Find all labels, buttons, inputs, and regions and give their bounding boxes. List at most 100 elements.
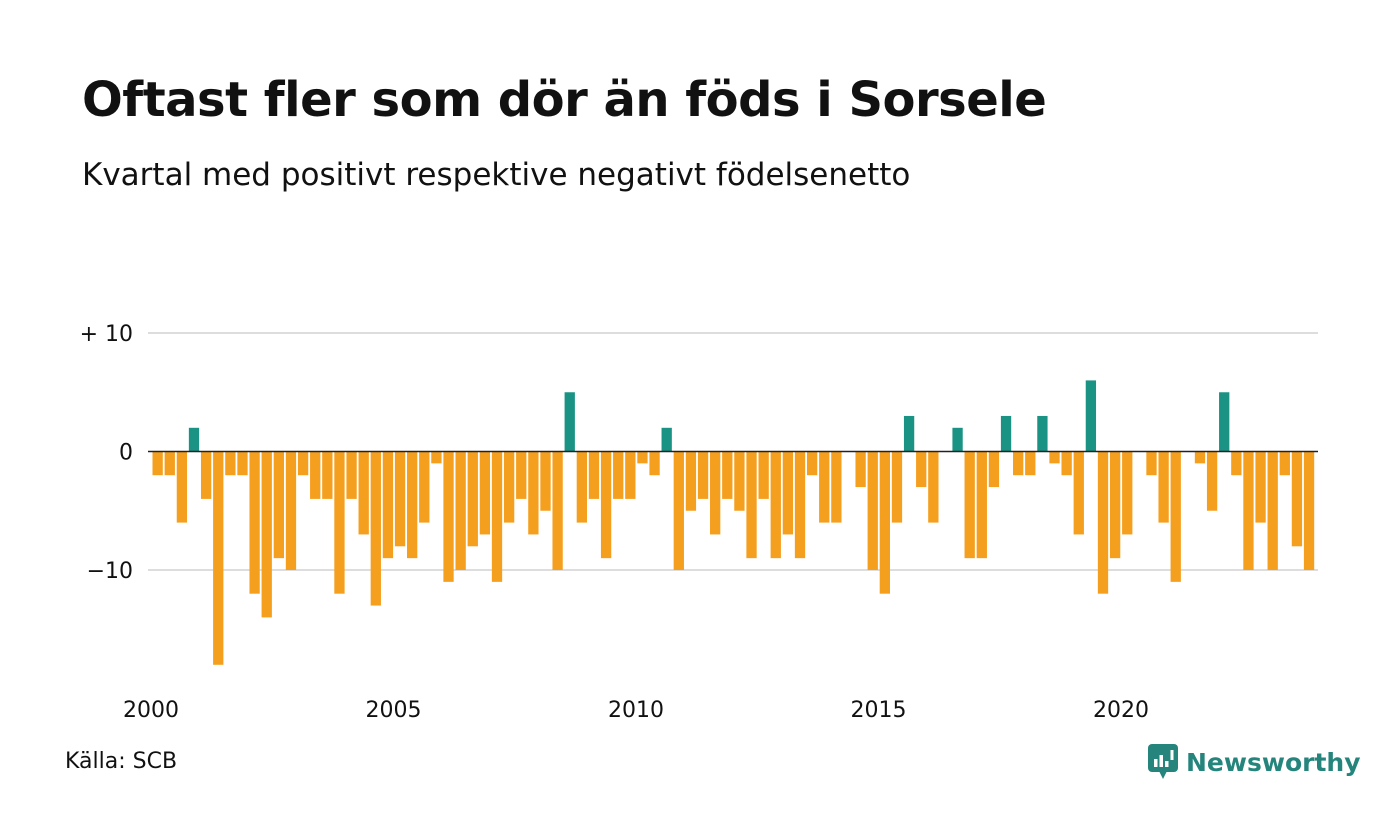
x-tick-label: 2015 [851, 698, 907, 723]
bar [431, 451, 442, 464]
bar [237, 451, 248, 476]
bar [394, 451, 406, 547]
bar [419, 451, 430, 523]
bar [152, 451, 163, 476]
bar [540, 451, 551, 511]
bar [213, 451, 224, 665]
bar [697, 451, 709, 499]
bar [503, 451, 515, 523]
bar [600, 451, 612, 559]
bar [1158, 451, 1169, 523]
bar [1303, 451, 1315, 570]
bar [1097, 451, 1109, 594]
chart-title: Oftast fler som dör än föds i Sorsele [82, 72, 1047, 128]
bar [746, 451, 757, 559]
bar [588, 451, 600, 499]
bar [516, 451, 527, 499]
bar [1243, 451, 1254, 570]
bar [613, 451, 624, 499]
bar [867, 451, 878, 570]
bar [225, 451, 236, 476]
bar [1109, 451, 1121, 559]
bar [176, 451, 188, 523]
bar [382, 451, 394, 559]
bar [806, 451, 818, 476]
bar [952, 427, 963, 452]
bar [758, 451, 769, 499]
bar [358, 451, 369, 535]
bar [1085, 380, 1097, 452]
bar [722, 451, 733, 499]
x-tick-label: 2000 [123, 698, 179, 723]
chart-subtitle: Kvartal med positivt respektive negativt… [82, 157, 911, 193]
bar [649, 451, 660, 476]
bar [285, 451, 297, 570]
bar [564, 392, 575, 452]
bar [928, 451, 939, 523]
brand-logo[interactable]: Newsworthy [1148, 744, 1361, 780]
bar [1061, 451, 1072, 476]
bar [1122, 451, 1133, 535]
bar [1049, 451, 1060, 464]
bar [1267, 451, 1278, 570]
bar [1170, 451, 1181, 582]
bar [1013, 451, 1024, 476]
bar [310, 451, 321, 499]
bar [710, 451, 721, 535]
bar [200, 451, 212, 499]
bar [188, 427, 200, 452]
y-tick-label: + 10 [80, 322, 133, 347]
bar [1146, 451, 1157, 476]
bar [685, 451, 697, 511]
y-tick-label: −10 [87, 559, 133, 584]
bar [552, 451, 563, 570]
bar [1037, 415, 1048, 452]
bar [625, 451, 636, 499]
bar [794, 451, 806, 559]
bar [528, 451, 539, 535]
bar [297, 451, 309, 476]
bar [1206, 451, 1218, 511]
bar [370, 451, 381, 606]
bar [1255, 451, 1266, 523]
x-tick-label: 2005 [366, 698, 422, 723]
bar [916, 451, 927, 488]
brand-name: Newsworthy [1186, 747, 1361, 777]
bar [467, 451, 478, 547]
bar [346, 451, 357, 499]
source-label: Källa: SCB [65, 749, 178, 774]
bar [1000, 415, 1012, 452]
bar [1231, 451, 1242, 476]
bar [479, 451, 491, 535]
bar [673, 451, 684, 570]
bar [491, 451, 503, 582]
bar [855, 451, 866, 488]
bar [1025, 451, 1036, 476]
newsworthy-logo-icon [1148, 744, 1178, 779]
x-tick-label: 2010 [608, 698, 664, 723]
bar [879, 451, 890, 594]
bar [455, 451, 466, 570]
bar [1073, 451, 1084, 535]
bar [782, 451, 794, 535]
x-tick-label: 2020 [1093, 698, 1149, 723]
bar [1291, 451, 1303, 547]
bar [334, 451, 345, 594]
bar [261, 451, 272, 618]
bar [273, 451, 284, 559]
bar [976, 451, 987, 559]
bar [1279, 451, 1290, 476]
bar [637, 451, 648, 464]
bar [322, 451, 333, 499]
bar [443, 451, 454, 582]
bar [891, 451, 903, 523]
bar [770, 451, 781, 559]
bar [903, 415, 915, 452]
bar [964, 451, 975, 559]
bar [576, 451, 587, 523]
bar [831, 451, 842, 523]
bar [988, 451, 1000, 488]
bar [249, 451, 260, 594]
y-tick-label: 0 [119, 441, 133, 466]
